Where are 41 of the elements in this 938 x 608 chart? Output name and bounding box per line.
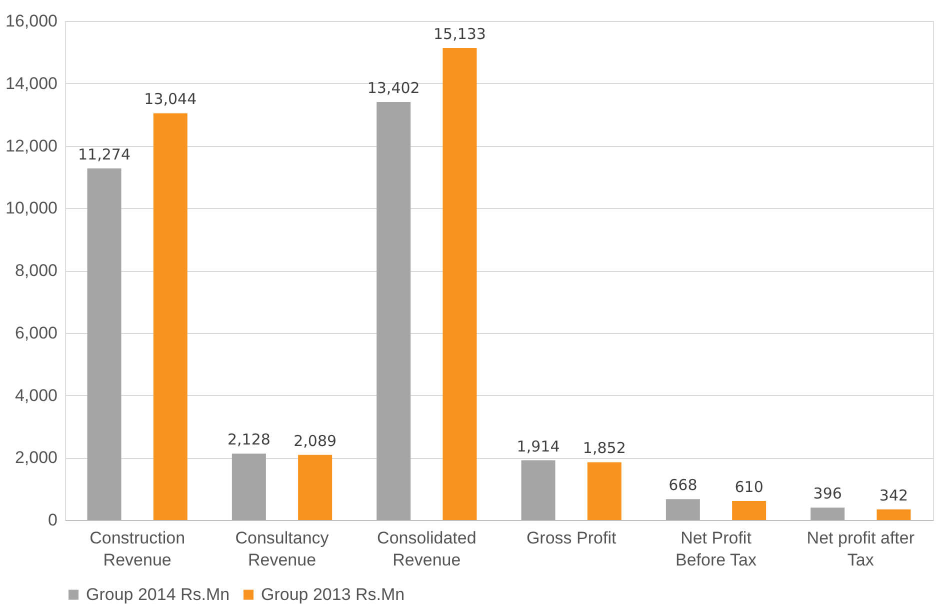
bar [876,509,911,520]
bar [442,48,477,520]
x-tick-label: Consolidated Revenue [377,528,476,570]
data-label: 13,044 [144,90,197,108]
data-label: 2,128 [227,430,270,449]
data-label: 1,852 [582,439,626,458]
x-tick-label: Consultancy Revenue [235,528,330,570]
bar [232,454,266,520]
x-tick-label: Gross Profit [526,528,616,548]
data-label: 610 [734,478,764,496]
data-label: 11,274 [78,145,131,164]
y-tick-label: 16,000 [6,12,58,30]
x-tick-label: Construction Revenue [90,528,186,570]
data-label: 1,914 [516,437,560,456]
y-tick-label: 10,000 [6,198,58,218]
data-label: 668 [668,476,698,494]
bar [666,499,700,520]
bar [810,508,845,520]
bar [587,462,622,520]
legend-label: Group 2013 Rs.Mn [261,584,405,604]
bar [376,102,411,520]
bar [732,500,766,520]
data-label: 2,089 [294,432,337,450]
y-tick-label: 2,000 [14,448,58,468]
x-tick-label: Net profit after Tax [806,528,915,570]
data-label: 342 [879,486,908,504]
bar [153,113,188,520]
y-tick-label: 8,000 [14,261,58,280]
y-tick-label: 4,000 [14,386,58,405]
bar [87,168,122,520]
data-label: 396 [813,484,842,503]
bar [521,460,556,520]
legend-label: Group 2014 Rs.Mn [86,584,230,604]
y-tick-label: 0 [48,510,58,530]
data-label: 13,402 [367,79,420,98]
y-tick-label: 6,000 [14,323,58,342]
y-tick-label: 12,000 [6,136,58,156]
x-tick-label: Net Profit Before Tax [676,528,757,570]
bar [298,454,332,520]
data-label: 15,133 [433,25,486,44]
y-tick-label: 14,000 [6,74,58,93]
